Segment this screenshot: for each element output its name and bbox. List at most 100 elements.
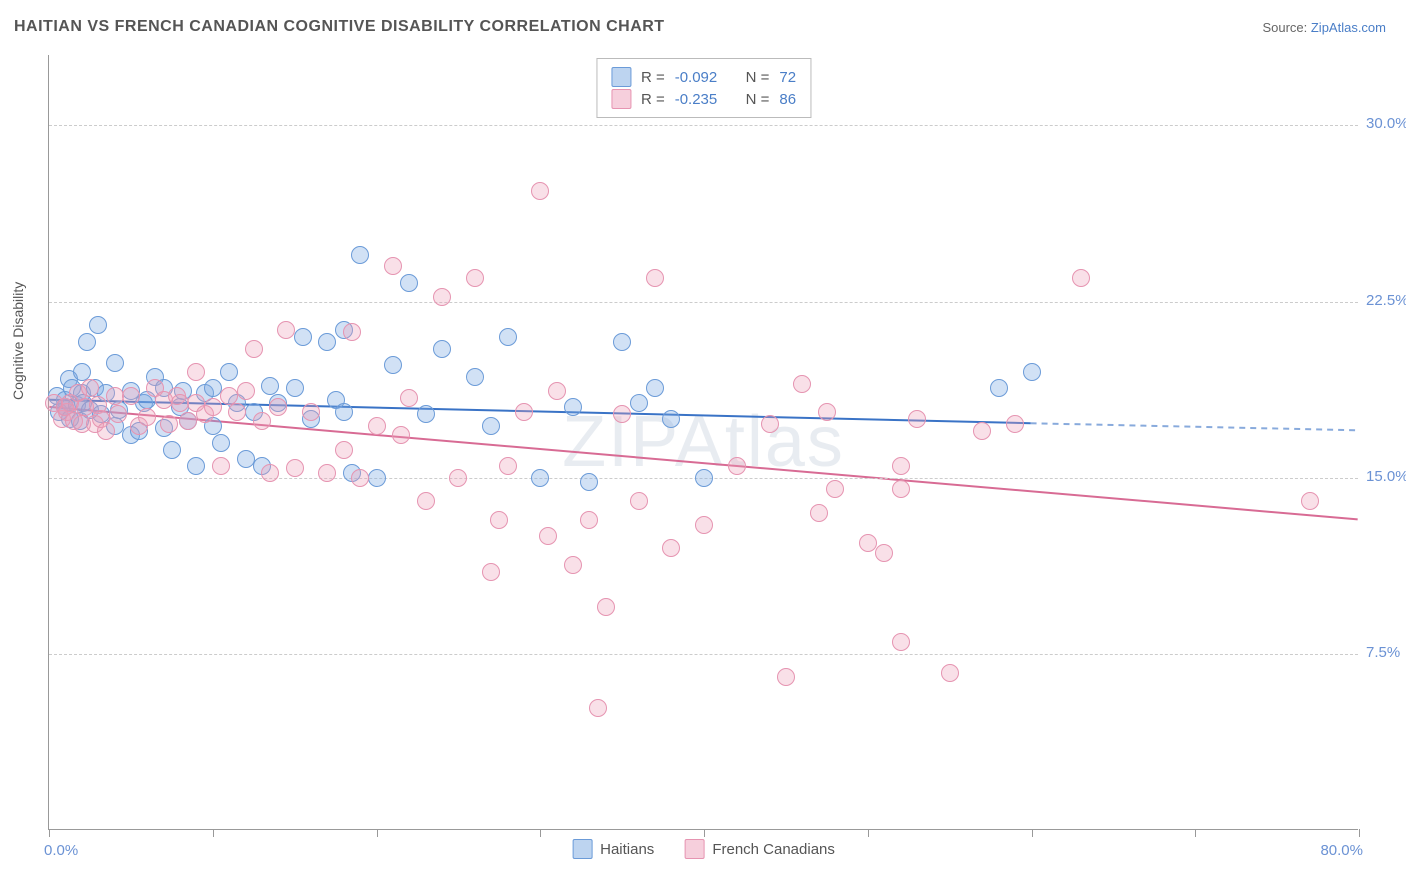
swatch-blue xyxy=(572,839,592,859)
data-point xyxy=(777,668,795,686)
legend-item-french-canadians: French Canadians xyxy=(684,839,835,859)
data-point xyxy=(973,422,991,440)
source-link[interactable]: ZipAtlas.com xyxy=(1311,20,1386,35)
data-point xyxy=(392,426,410,444)
data-point xyxy=(400,274,418,292)
data-point xyxy=(892,480,910,498)
r-value-haitians: -0.092 xyxy=(675,69,718,86)
data-point xyxy=(261,377,279,395)
data-point xyxy=(728,457,746,475)
data-point xyxy=(433,288,451,306)
data-point xyxy=(237,450,255,468)
data-point xyxy=(499,328,517,346)
r-value-french-canadians: -0.235 xyxy=(675,91,718,108)
n-value-french-canadians: 86 xyxy=(779,91,796,108)
data-point xyxy=(89,316,107,334)
gridline xyxy=(49,125,1358,126)
data-point xyxy=(228,403,246,421)
data-point xyxy=(351,469,369,487)
legend-label-french-canadians: French Canadians xyxy=(712,841,835,858)
n-value-haitians: 72 xyxy=(779,69,796,86)
data-point xyxy=(212,434,230,452)
data-point xyxy=(531,182,549,200)
data-point xyxy=(662,539,680,557)
data-point xyxy=(286,459,304,477)
data-point xyxy=(73,363,91,381)
data-point xyxy=(433,340,451,358)
data-point xyxy=(187,457,205,475)
data-point xyxy=(220,387,238,405)
y-tick-label: 30.0% xyxy=(1366,115,1406,132)
data-point xyxy=(179,412,197,430)
data-point xyxy=(318,333,336,351)
data-point xyxy=(106,387,124,405)
data-point xyxy=(564,556,582,574)
data-point xyxy=(81,379,99,397)
source-attribution: Source: ZipAtlas.com xyxy=(1262,20,1386,35)
n-label: N = xyxy=(746,91,770,108)
data-point xyxy=(597,598,615,616)
data-point xyxy=(531,469,549,487)
data-point xyxy=(269,398,287,416)
data-point xyxy=(695,516,713,534)
data-point xyxy=(212,457,230,475)
data-point xyxy=(245,340,263,358)
data-point xyxy=(908,410,926,428)
data-point xyxy=(97,422,115,440)
data-point xyxy=(163,441,181,459)
x-tick xyxy=(540,829,541,837)
data-point xyxy=(859,534,877,552)
gridline xyxy=(49,302,1358,303)
r-label: R = xyxy=(641,91,665,108)
data-point xyxy=(204,398,222,416)
data-point xyxy=(384,356,402,374)
x-axis-min-label: 0.0% xyxy=(44,842,78,859)
data-point xyxy=(294,328,312,346)
data-point xyxy=(253,412,271,430)
data-point xyxy=(449,469,467,487)
data-point xyxy=(539,527,557,545)
data-point xyxy=(810,504,828,522)
series-legend: Haitians French Canadians xyxy=(572,839,835,859)
data-point xyxy=(302,403,320,421)
data-point xyxy=(580,473,598,491)
data-point xyxy=(417,492,435,510)
data-point xyxy=(466,269,484,287)
data-point xyxy=(875,544,893,562)
data-point xyxy=(580,511,598,529)
x-tick xyxy=(868,829,869,837)
x-tick xyxy=(49,829,50,837)
data-point xyxy=(818,403,836,421)
legend-row-french-canadians: R = -0.235 N = 86 xyxy=(611,89,796,109)
data-point xyxy=(318,464,336,482)
data-point xyxy=(343,323,361,341)
data-point xyxy=(335,403,353,421)
data-point xyxy=(490,511,508,529)
data-point xyxy=(187,363,205,381)
data-point xyxy=(892,457,910,475)
data-point xyxy=(630,394,648,412)
data-point xyxy=(368,469,386,487)
x-axis-max-label: 80.0% xyxy=(1320,842,1363,859)
data-point xyxy=(78,333,96,351)
data-point xyxy=(646,379,664,397)
data-point xyxy=(237,382,255,400)
data-point xyxy=(646,269,664,287)
data-point xyxy=(761,415,779,433)
legend-row-haitians: R = -0.092 N = 72 xyxy=(611,67,796,87)
data-point xyxy=(613,333,631,351)
correlation-legend: R = -0.092 N = 72 R = -0.235 N = 86 xyxy=(596,58,811,118)
x-tick xyxy=(1195,829,1196,837)
data-point xyxy=(138,408,156,426)
data-point xyxy=(1023,363,1041,381)
data-point xyxy=(109,405,127,423)
data-point xyxy=(695,469,713,487)
data-point xyxy=(261,464,279,482)
trendlines-svg xyxy=(49,55,1358,829)
data-point xyxy=(384,257,402,275)
data-point xyxy=(564,398,582,416)
x-tick xyxy=(704,829,705,837)
data-point xyxy=(160,415,178,433)
swatch-blue xyxy=(611,67,631,87)
trendline-dashed xyxy=(1031,423,1358,430)
